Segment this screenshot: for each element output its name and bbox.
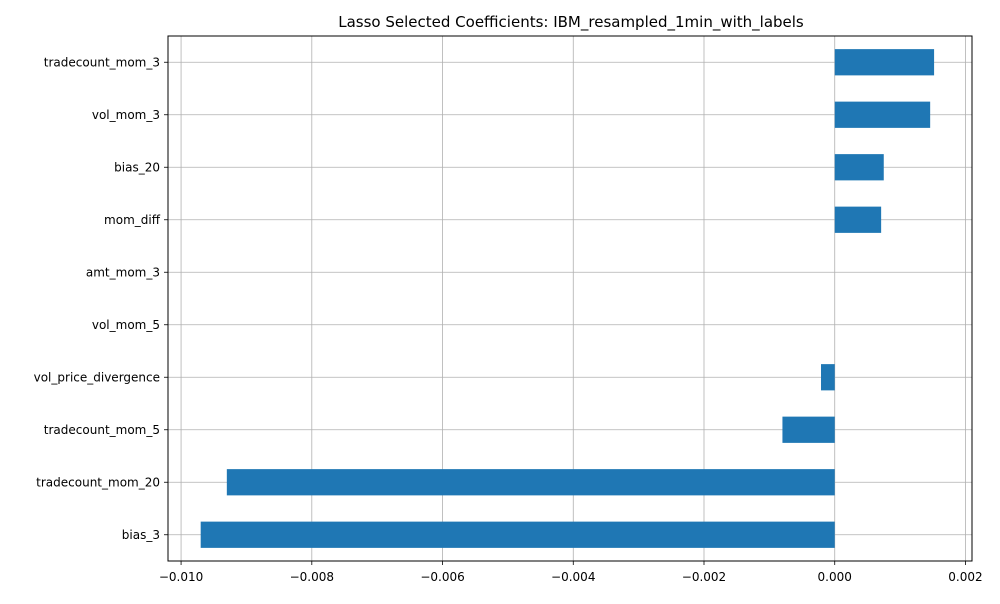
bars: [200, 49, 935, 548]
bar-mom-diff: [834, 206, 882, 233]
bar-bias-20: [834, 154, 884, 181]
bar-vol-mom-3: [834, 101, 931, 128]
x-tick-label: −0.004: [551, 570, 595, 584]
x-tick-label: 0.000: [818, 570, 852, 584]
x-tick-label: −0.002: [682, 570, 726, 584]
y-tick-label: bias_20: [114, 160, 160, 174]
y-tick-label: vol_price_divergence: [34, 370, 160, 384]
x-tick-label: −0.010: [159, 570, 203, 584]
y-axis-ticks: tradecount_mom_3 vol_mom_3 bias_20 mom_diff…: [34, 55, 168, 542]
y-tick-label: vol_mom_3: [92, 108, 160, 122]
y-tick-label: tradecount_mom_5: [44, 423, 160, 437]
x-tick-label: −0.006: [420, 570, 464, 584]
y-tick-label: mom_diff: [104, 213, 161, 227]
x-axis-ticks: −0.010 −0.008 −0.006 −0.004 −0.002 0.000 0.002: [159, 561, 983, 584]
bar-bias-3: [200, 521, 835, 548]
chart-title: Lasso Selected Coefficients: IBM_resampl…: [338, 13, 804, 32]
bar-tradecount-mom-5: [782, 416, 835, 443]
bar-tradecount-mom-3: [834, 49, 935, 76]
y-tick-label: amt_mom_3: [86, 265, 160, 279]
bar-vol-price-divergence: [821, 364, 835, 391]
y-tick-label: tradecount_mom_3: [44, 55, 160, 69]
y-tick-label: bias_3: [122, 528, 160, 542]
x-tick-label: −0.008: [290, 570, 334, 584]
plot-frame: [167, 35, 973, 562]
y-tick-label: tradecount_mom_20: [36, 475, 160, 489]
bar-tradecount-mom-20: [226, 469, 835, 496]
x-tick-label: 0.002: [948, 570, 982, 584]
y-tick-label: vol_mom_5: [92, 318, 160, 332]
